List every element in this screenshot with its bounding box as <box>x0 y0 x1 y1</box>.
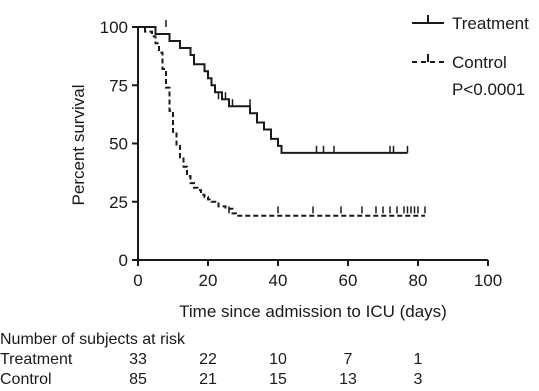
y-tick-label: 25 <box>109 193 128 212</box>
x-tick-label: 100 <box>474 271 502 290</box>
series-control-line <box>138 26 425 217</box>
risk-table-title: Number of subjects at risk <box>0 331 186 348</box>
x-tick-label: 60 <box>339 271 358 290</box>
x-tick-label: 20 <box>199 271 218 290</box>
x-axis-title: Time since admission to ICU (days) <box>179 302 447 321</box>
series-treatment-line <box>138 26 408 154</box>
y-tick-label: 0 <box>119 251 128 270</box>
x-tick-label: 40 <box>269 271 288 290</box>
x-tick-label: 80 <box>409 271 428 290</box>
y-tick-label: 100 <box>100 18 128 37</box>
y-tick-label: 50 <box>109 135 128 154</box>
risk-value-treatment: 33 <box>129 351 147 368</box>
y-axis-title: Percent survival <box>69 85 88 206</box>
risk-row-label-control: Control <box>0 371 52 388</box>
x-tick-label: 0 <box>133 271 142 290</box>
y-tick-label: 75 <box>109 76 128 95</box>
p-value-annotation: P<0.0001 <box>452 80 525 99</box>
risk-value-treatment: 22 <box>199 351 217 368</box>
legend-control-label: Control <box>452 53 507 72</box>
risk-value-treatment: 7 <box>344 351 353 368</box>
legend: Treatment Control <box>412 14 529 72</box>
risk-value-treatment: 10 <box>269 351 287 368</box>
risk-value-control: 85 <box>129 371 147 388</box>
risk-value-control: 3 <box>414 371 423 388</box>
risk-value-treatment: 1 <box>414 351 423 368</box>
legend-treatment-label: Treatment <box>452 14 529 33</box>
risk-value-control: 21 <box>199 371 217 388</box>
risk-value-control: 15 <box>269 371 287 388</box>
risk-row-label-treatment: Treatment <box>0 351 73 368</box>
risk-value-control: 13 <box>339 371 357 388</box>
